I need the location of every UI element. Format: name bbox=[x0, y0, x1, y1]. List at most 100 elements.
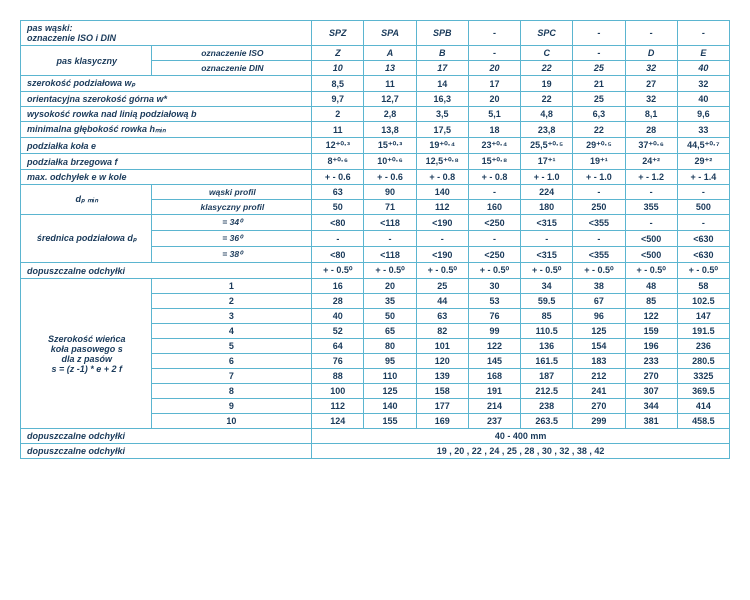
iso-val: C bbox=[521, 46, 573, 61]
col-header: - bbox=[468, 21, 520, 46]
cell: 14 bbox=[416, 76, 468, 92]
cell: <630 bbox=[677, 231, 729, 247]
cell: 280.5 bbox=[677, 354, 729, 369]
cell: 8⁺⁰·⁶ bbox=[312, 154, 364, 170]
cell: <250 bbox=[468, 215, 520, 231]
cell: 110 bbox=[364, 369, 416, 384]
cell: 19 bbox=[521, 76, 573, 92]
cell: 85 bbox=[625, 294, 677, 309]
cell: 50 bbox=[364, 309, 416, 324]
cell: 120 bbox=[416, 354, 468, 369]
cell: 82 bbox=[416, 324, 468, 339]
cell: 196 bbox=[625, 339, 677, 354]
cell: 158 bbox=[416, 384, 468, 399]
tolerance-label: dopuszczalne odchyłki bbox=[21, 429, 312, 444]
cell: 241 bbox=[573, 384, 625, 399]
dp-min-label: dₚ ₘᵢₙ bbox=[21, 185, 152, 215]
cell: 85 bbox=[521, 309, 573, 324]
profile-classic: klasyczny profil bbox=[151, 200, 312, 215]
cell: + - 1.0 bbox=[573, 170, 625, 185]
cell: 90 bbox=[364, 185, 416, 200]
cell: 40 bbox=[312, 309, 364, 324]
cell: 237 bbox=[468, 414, 520, 429]
cell: 369.5 bbox=[677, 384, 729, 399]
tolerance-label: dopuszczalne odchyłki bbox=[21, 263, 312, 279]
cell: 122 bbox=[468, 339, 520, 354]
cell: 52 bbox=[312, 324, 364, 339]
cell: 124 bbox=[312, 414, 364, 429]
cell: - bbox=[625, 185, 677, 200]
cell: <190 bbox=[416, 247, 468, 263]
cell: 125 bbox=[364, 384, 416, 399]
cell: 125 bbox=[573, 324, 625, 339]
din-val: 20 bbox=[468, 61, 520, 76]
din-val: 10 bbox=[312, 61, 364, 76]
cell: - bbox=[312, 231, 364, 247]
cell: 136 bbox=[521, 339, 573, 354]
cell: + - 0.5⁰ bbox=[677, 263, 729, 279]
cell: 238 bbox=[521, 399, 573, 414]
param-label: max. odchyłek e w kole bbox=[21, 170, 312, 185]
cell: 28 bbox=[312, 294, 364, 309]
tolerance-range: 40 - 400 mm bbox=[312, 429, 730, 444]
cell: <118 bbox=[364, 247, 416, 263]
din-val: 17 bbox=[416, 61, 468, 76]
cell: 21 bbox=[573, 76, 625, 92]
din-val: 32 bbox=[625, 61, 677, 76]
cell: 139 bbox=[416, 369, 468, 384]
cell: 32 bbox=[677, 76, 729, 92]
cell: 17 bbox=[468, 76, 520, 92]
cell: 161.5 bbox=[521, 354, 573, 369]
iso-val: E bbox=[677, 46, 729, 61]
cell: 5,1 bbox=[468, 107, 520, 122]
cell: 50 bbox=[312, 200, 364, 215]
cell: 17,5 bbox=[416, 122, 468, 138]
iso-val: Z bbox=[312, 46, 364, 61]
cell: 3,5 bbox=[416, 107, 468, 122]
cell: 414 bbox=[677, 399, 729, 414]
cell: + - 0.6 bbox=[312, 170, 364, 185]
cell: 169 bbox=[416, 414, 468, 429]
cell: 236 bbox=[677, 339, 729, 354]
cell: 25 bbox=[573, 92, 625, 107]
cell: <500 bbox=[625, 247, 677, 263]
iso-val: - bbox=[468, 46, 520, 61]
cell: 11 bbox=[312, 122, 364, 138]
cell: 101 bbox=[416, 339, 468, 354]
cell: 28 bbox=[625, 122, 677, 138]
cell: - bbox=[573, 231, 625, 247]
cell: <355 bbox=[573, 247, 625, 263]
cell: 35 bbox=[364, 294, 416, 309]
cell: - bbox=[364, 231, 416, 247]
col-header: SPC bbox=[521, 21, 573, 46]
cell: + - 1.2 bbox=[625, 170, 677, 185]
cell: 112 bbox=[416, 200, 468, 215]
param-label: wysokość rowka nad linią podziałową b bbox=[21, 107, 312, 122]
z-index: 1 bbox=[151, 279, 312, 294]
pitch-diameter-label: średnica podziałowa dₚ bbox=[21, 215, 152, 263]
row-classic-belt: pas klasyczny bbox=[21, 46, 152, 76]
z-index: 4 bbox=[151, 324, 312, 339]
cell: 13,8 bbox=[364, 122, 416, 138]
cell: 2 bbox=[312, 107, 364, 122]
cell: + - 0.8 bbox=[468, 170, 520, 185]
cell: 34 bbox=[521, 279, 573, 294]
angle-key: = 36⁰ bbox=[151, 231, 312, 247]
cell: 145 bbox=[468, 354, 520, 369]
cell: 65 bbox=[364, 324, 416, 339]
cell: 10⁺⁰·⁶ bbox=[364, 154, 416, 170]
cell: <355 bbox=[573, 215, 625, 231]
cell: 250 bbox=[573, 200, 625, 215]
cell: 458.5 bbox=[677, 414, 729, 429]
cell: + - 0.5⁰ bbox=[416, 263, 468, 279]
cell: 344 bbox=[625, 399, 677, 414]
cell: 299 bbox=[573, 414, 625, 429]
cell: 27 bbox=[625, 76, 677, 92]
cell: - bbox=[625, 215, 677, 231]
param-label: szerokość podziałowa wₚ bbox=[21, 76, 312, 92]
cell: 25,5⁺⁰·⁵ bbox=[521, 138, 573, 154]
cell: 212 bbox=[573, 369, 625, 384]
cell: <80 bbox=[312, 247, 364, 263]
cell: 212.5 bbox=[521, 384, 573, 399]
param-label: minimalna głębokość rowka hₘᵢₙ bbox=[21, 122, 312, 138]
